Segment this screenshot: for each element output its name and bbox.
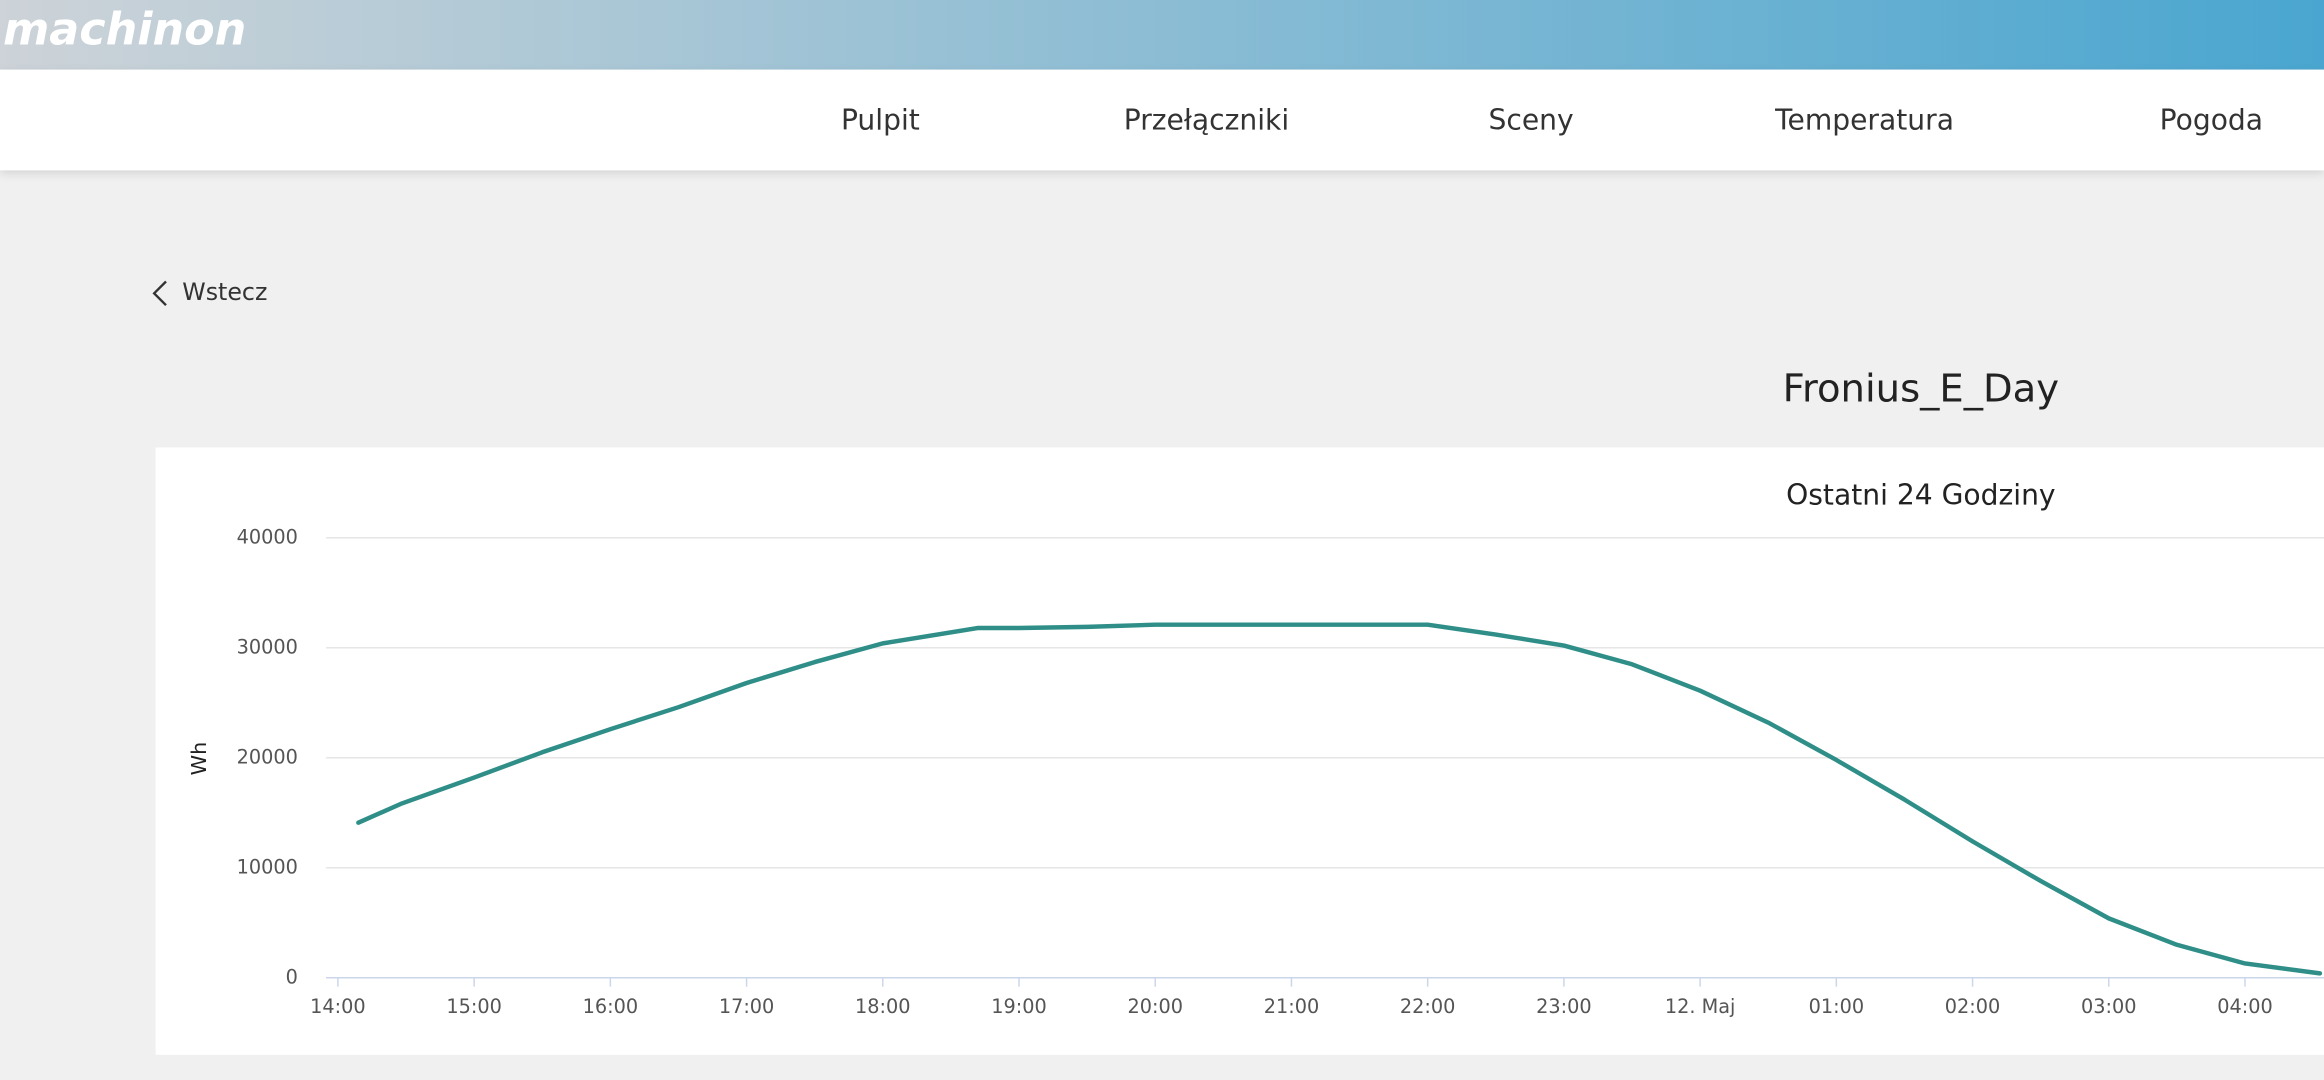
x-tick-label: 18:00 <box>855 995 910 1018</box>
x-tick-label: 20:00 <box>1127 995 1182 1018</box>
chart-subtitle: Ostatni 24 Godziny <box>1786 478 2056 511</box>
nav-item[interactable]: Przełączniki <box>1124 103 1289 136</box>
y-tick-label: 10000 <box>237 855 298 878</box>
nav-item[interactable]: Temperatura <box>1774 103 1954 136</box>
y-axis-label: Wh <box>187 742 211 776</box>
chart-panel <box>155 447 2324 1055</box>
x-tick-label: 01:00 <box>1809 995 1864 1018</box>
nav-item[interactable]: Pulpit <box>841 103 920 136</box>
nav-bar <box>0 69 2324 171</box>
x-tick-label: 22:00 <box>1400 995 1455 1018</box>
x-tick-label: 17:00 <box>719 995 774 1018</box>
data-line <box>356 622 2323 976</box>
x-tick-label: 04:00 <box>2217 995 2272 1018</box>
plot-clip <box>356 622 2323 976</box>
page-title: Fronius_E_Day <box>1783 367 2059 412</box>
x-tick-label: 12. Maj <box>1665 995 1736 1018</box>
x-tick-label: 02:00 <box>1945 995 2000 1018</box>
y-tick-label: 40000 <box>237 525 298 548</box>
y-tick-label: 0 <box>286 965 298 988</box>
nav-item[interactable]: Sceny <box>1488 103 1573 136</box>
x-tick-label: 15:00 <box>446 995 501 1018</box>
y-tick-label: 30000 <box>237 635 298 658</box>
back-icon[interactable] <box>152 280 167 307</box>
back-link[interactable]: Wstecz <box>182 278 267 306</box>
x-tick-label: 19:00 <box>991 995 1046 1018</box>
x-tick-label: 16:00 <box>583 995 638 1018</box>
logo[interactable]: machinon <box>3 5 246 56</box>
nav-item[interactable]: Pogoda <box>2160 103 2263 136</box>
x-tick-label: 14:00 <box>310 995 365 1018</box>
y-tick-label: 20000 <box>237 745 298 768</box>
x-tick-label: 23:00 <box>1536 995 1591 1018</box>
x-tick-label: 03:00 <box>2081 995 2136 1018</box>
x-tick-label: 21:00 <box>1264 995 1319 1018</box>
plot-area: 0 10000 20000 30000 40000 14:00 15:00 16:00 17:0… <box>237 525 2324 1018</box>
top-bar <box>0 0 2324 70</box>
